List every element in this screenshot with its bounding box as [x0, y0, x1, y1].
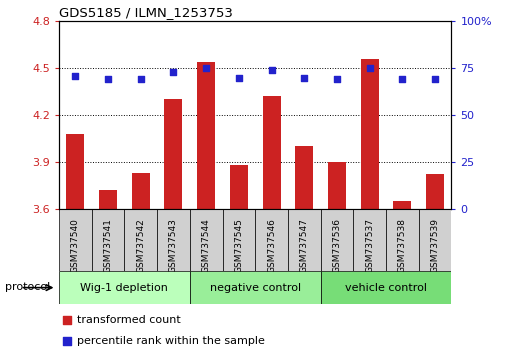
Text: GSM737547: GSM737547: [300, 218, 309, 273]
Bar: [393, 201, 411, 209]
Bar: [255, 209, 288, 271]
Bar: [361, 59, 379, 209]
Point: [300, 75, 308, 80]
Bar: [321, 209, 353, 271]
Bar: [190, 271, 321, 304]
Point: [63, 338, 71, 343]
Point: [169, 69, 177, 75]
Text: vehicle control: vehicle control: [345, 282, 427, 293]
Bar: [59, 209, 92, 271]
Text: GSM737542: GSM737542: [136, 218, 145, 273]
Text: Wig-1 depletion: Wig-1 depletion: [81, 282, 168, 293]
Text: GSM737539: GSM737539: [430, 218, 440, 273]
Point: [333, 76, 341, 82]
Text: percentile rank within the sample: percentile rank within the sample: [76, 336, 265, 346]
Text: GSM737537: GSM737537: [365, 218, 374, 273]
Text: GSM737545: GSM737545: [234, 218, 243, 273]
Bar: [197, 62, 215, 209]
Bar: [157, 209, 190, 271]
Text: GSM737541: GSM737541: [104, 218, 112, 273]
Text: GSM737544: GSM737544: [202, 218, 211, 273]
Bar: [419, 209, 451, 271]
Bar: [353, 209, 386, 271]
Text: transformed count: transformed count: [76, 315, 181, 325]
Bar: [165, 99, 183, 209]
Text: GSM737538: GSM737538: [398, 218, 407, 273]
Bar: [230, 165, 248, 209]
Bar: [328, 162, 346, 209]
Bar: [223, 209, 255, 271]
Bar: [263, 96, 281, 209]
Point: [104, 76, 112, 82]
Text: protocol: protocol: [5, 282, 50, 292]
Bar: [386, 209, 419, 271]
Text: GSM737546: GSM737546: [267, 218, 276, 273]
Text: GSM737540: GSM737540: [71, 218, 80, 273]
Bar: [124, 209, 157, 271]
Bar: [190, 209, 223, 271]
Point: [398, 76, 406, 82]
Bar: [59, 271, 190, 304]
Bar: [426, 175, 444, 209]
Bar: [66, 134, 84, 209]
Bar: [99, 190, 117, 209]
Bar: [92, 209, 125, 271]
Text: GSM737536: GSM737536: [332, 218, 342, 273]
Point: [235, 75, 243, 80]
Bar: [132, 173, 150, 209]
Text: GDS5185 / ILMN_1253753: GDS5185 / ILMN_1253753: [59, 6, 233, 19]
Point: [431, 76, 439, 82]
Point: [267, 67, 275, 73]
Bar: [288, 209, 321, 271]
Point: [71, 73, 80, 79]
Bar: [321, 271, 451, 304]
Text: GSM737543: GSM737543: [169, 218, 178, 273]
Point: [366, 65, 374, 71]
Point: [202, 65, 210, 71]
Point: [136, 76, 145, 82]
Bar: [295, 146, 313, 209]
Point: [63, 317, 71, 322]
Text: negative control: negative control: [210, 282, 301, 293]
